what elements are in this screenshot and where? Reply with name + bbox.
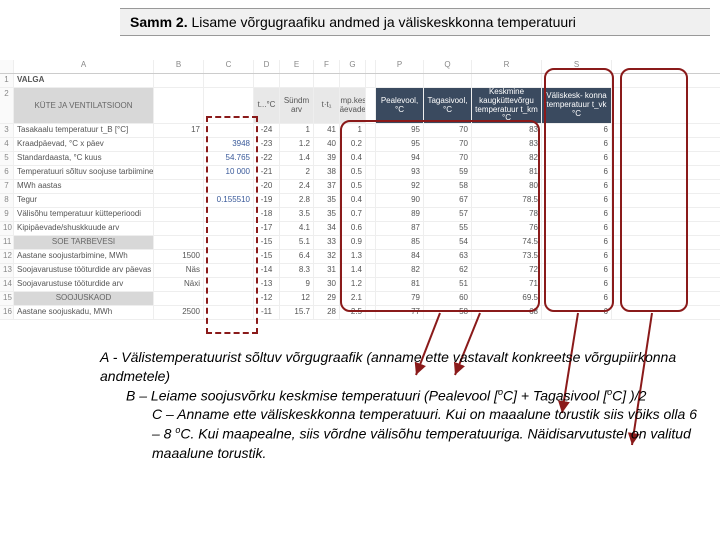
city-name: VALGA (14, 74, 154, 87)
table-row: 5 Standardaasta, °C kuus 54.765 -22 1.4 … (0, 152, 720, 166)
caption-c: C – Anname ette väliskeskkonna temperatu… (152, 405, 700, 462)
caption-b: B – Leiame soojusvõrku keskmise temperat… (126, 386, 700, 406)
spreadsheet: A B C D E F G P Q R S 1 VALGA 2 KÜTE JA … (0, 60, 720, 320)
section-heating: KÜTE JA VENTILATSIOON (14, 88, 154, 123)
hdr-duration: Temp.kestu päevades (340, 88, 366, 123)
table-row: 8 Tegur 0.155510 -19 2.8 35 0.4 90 67 78… (0, 194, 720, 208)
hdr-ext-temp: Väliskesk- konna temperatuur t_vk °C (542, 88, 612, 123)
table-row: 3 Tasakaalu temperatuur t_B [°C] 17 -24 … (0, 124, 720, 138)
table-row: 11 SOE TARBEVESI -15 5.1 33 0.9 85 54 74… (0, 236, 720, 250)
table-row: 6 Temperatuuri sõltuv soojuse tarbiimine… (0, 166, 720, 180)
hdr-avg-temp: Keskmine kaugküttevõrgu temperatuur t_km… (472, 88, 542, 123)
title-prefix: Samm 2. (130, 14, 188, 30)
hdr-supply: Pealevool, °C (376, 88, 424, 123)
table-row: 14 Soojavarustuse tööturdide arv Näxi -1… (0, 278, 720, 292)
caption-a: A - Välistemperatuurist sõltuv võrgugraa… (100, 348, 700, 386)
hdr-t: t...°C (254, 88, 280, 123)
column-headers: A B C D E F G P Q R S (0, 60, 720, 74)
table-row: 15 SOOJUSKAOD -12 12 29 2.1 79 60 69.5 6 (0, 292, 720, 306)
table-row: 7 MWh aastas -20 2.4 37 0.5 92 58 80 6 (0, 180, 720, 194)
table-row: 16 Aastane soojuskadu, MWh 2500 -11 15.7… (0, 306, 720, 320)
step-title: Samm 2. Lisame võrgugraafiku andmed ja v… (120, 8, 710, 36)
table-row: 9 Välisõhu temperatuur kütteperioodi -18… (0, 208, 720, 222)
row-1: 1 VALGA (0, 74, 720, 88)
table-row: 12 Aastane soojustarbimine, MWh 1500 -15… (0, 250, 720, 264)
hdr-return: Tagasivool, °C (424, 88, 472, 123)
hdr-tt: t·t₁ (314, 88, 340, 123)
row-2: 2 KÜTE JA VENTILATSIOON t...°C Sündm arv… (0, 88, 720, 124)
table-row: 10 Kipipäevade/shuskkuude arv -17 4.1 34… (0, 222, 720, 236)
table-row: 4 Kraadpäevad, °C x päev 3948 -23 1.2 40… (0, 138, 720, 152)
hdr-event-count: Sündm arv (280, 88, 314, 123)
caption-block: A - Välistemperatuurist sõltuv võrgugraa… (100, 348, 700, 463)
title-rest: Lisame võrgugraafiku andmed ja väliskesk… (188, 14, 576, 30)
table-row: 13 Soojavarustuse tööturdide arv päevas … (0, 264, 720, 278)
